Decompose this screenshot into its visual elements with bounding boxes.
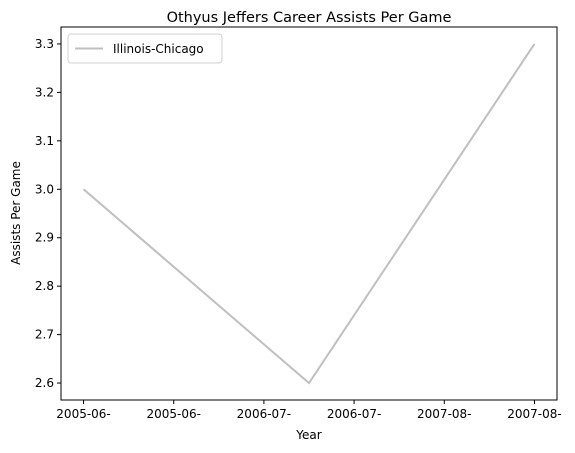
series-line bbox=[82, 43, 536, 385]
chart-title: Othyus Jeffers Career Assists Per Game bbox=[167, 10, 452, 26]
legend-label: Illinois-Chicago bbox=[113, 42, 204, 56]
y-axis: 2.6 2.7 2.8 2.9 3.0 3.1 3.2 3.3 bbox=[35, 37, 61, 390]
y-tick-label: 3.3 bbox=[35, 37, 54, 51]
x-tick-label: 2005-06- bbox=[146, 407, 200, 421]
x-axis: 2005-06- 2005-06- 2006-07- 2006-07- 2007-08-… bbox=[56, 400, 562, 421]
y-tick-label: 2.7 bbox=[35, 328, 54, 342]
y-tick-label: 2.9 bbox=[35, 231, 54, 245]
series-layer bbox=[82, 43, 536, 385]
x-tick-label: 2007-08- bbox=[507, 407, 561, 421]
x-tick-label: 2006-07- bbox=[237, 407, 291, 421]
legend-box bbox=[67, 33, 223, 64]
y-tick-label: 3.2 bbox=[35, 85, 54, 99]
x-tick-label: 2007-08- bbox=[417, 407, 471, 421]
x-axis-label: Year bbox=[295, 428, 321, 442]
y-tick-label: 2.6 bbox=[35, 376, 54, 390]
y-tick-label: 2.8 bbox=[35, 279, 54, 293]
plot-frame bbox=[60, 26, 558, 401]
x-tick-label: 2005-06- bbox=[56, 407, 110, 421]
y-tick-label: 3.0 bbox=[35, 182, 54, 196]
x-tick-label: 2006-07- bbox=[327, 407, 381, 421]
y-tick-label: 3.1 bbox=[35, 134, 54, 148]
y-axis-label: Assists Per Game bbox=[9, 161, 23, 265]
legend: Illinois-Chicago bbox=[67, 33, 223, 64]
